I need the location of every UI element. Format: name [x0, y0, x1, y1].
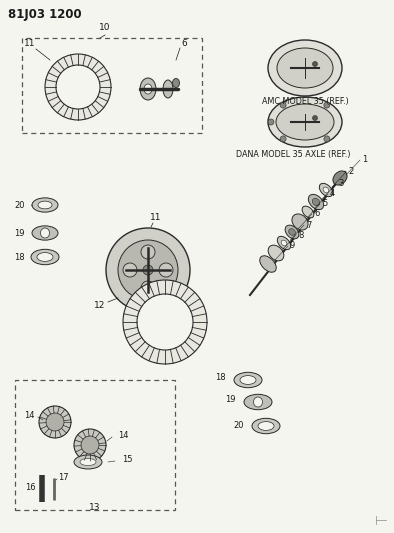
Text: 11: 11: [24, 39, 36, 49]
Ellipse shape: [38, 201, 52, 209]
Circle shape: [141, 245, 155, 259]
Ellipse shape: [268, 245, 284, 261]
Circle shape: [141, 281, 155, 295]
Circle shape: [312, 61, 318, 67]
Ellipse shape: [252, 418, 280, 434]
Ellipse shape: [74, 455, 102, 469]
Circle shape: [159, 263, 173, 277]
Ellipse shape: [285, 225, 299, 239]
Circle shape: [39, 406, 71, 438]
Ellipse shape: [173, 78, 180, 87]
Text: 9: 9: [290, 241, 295, 251]
Text: 20: 20: [15, 200, 25, 209]
Bar: [15, 380, 175, 510]
Ellipse shape: [319, 183, 333, 197]
Text: 16: 16: [25, 483, 36, 492]
Text: 8: 8: [298, 230, 303, 239]
Ellipse shape: [323, 187, 329, 193]
Text: 18: 18: [14, 253, 25, 262]
Text: AMC MODEL 35 (REF.): AMC MODEL 35 (REF.): [262, 97, 348, 106]
Ellipse shape: [302, 206, 314, 218]
Text: 5: 5: [322, 199, 327, 208]
Ellipse shape: [163, 80, 173, 98]
Ellipse shape: [144, 84, 152, 94]
Ellipse shape: [281, 240, 287, 246]
Ellipse shape: [268, 97, 342, 147]
Circle shape: [46, 413, 64, 431]
Text: 3: 3: [338, 180, 344, 189]
Circle shape: [56, 65, 100, 109]
Ellipse shape: [277, 48, 333, 88]
Ellipse shape: [37, 253, 53, 261]
Text: 19: 19: [225, 395, 236, 405]
Text: 10: 10: [99, 23, 111, 32]
Ellipse shape: [258, 422, 274, 431]
Ellipse shape: [234, 372, 262, 387]
Circle shape: [280, 136, 286, 142]
Text: 18: 18: [216, 374, 226, 383]
Bar: [22, 38, 202, 133]
Circle shape: [81, 436, 99, 454]
Ellipse shape: [32, 198, 58, 212]
Ellipse shape: [292, 214, 308, 230]
Ellipse shape: [253, 397, 262, 407]
Text: 19: 19: [15, 229, 25, 238]
Text: 11: 11: [150, 214, 162, 222]
Ellipse shape: [244, 394, 272, 410]
Ellipse shape: [277, 236, 291, 249]
Text: 6: 6: [181, 39, 187, 49]
Ellipse shape: [289, 229, 296, 236]
Circle shape: [268, 119, 274, 125]
Ellipse shape: [260, 256, 276, 272]
Ellipse shape: [41, 228, 50, 238]
Text: 13: 13: [89, 503, 101, 512]
Circle shape: [45, 54, 111, 120]
Ellipse shape: [309, 195, 323, 209]
Text: 81J03 1200: 81J03 1200: [8, 8, 82, 21]
Text: 14: 14: [24, 410, 35, 419]
Ellipse shape: [32, 226, 58, 240]
Ellipse shape: [268, 40, 342, 96]
Circle shape: [137, 294, 193, 350]
Ellipse shape: [333, 171, 347, 185]
Text: 7: 7: [306, 221, 311, 230]
Text: 20: 20: [234, 422, 244, 431]
Text: DANA MODEL 35 AXLE (REF.): DANA MODEL 35 AXLE (REF.): [236, 150, 350, 159]
Text: 15: 15: [122, 456, 132, 464]
Text: 17: 17: [58, 473, 69, 482]
Text: 1: 1: [362, 156, 367, 165]
Text: 14: 14: [118, 431, 128, 440]
Circle shape: [123, 280, 207, 364]
Circle shape: [118, 240, 178, 300]
Circle shape: [143, 265, 153, 275]
Text: 6: 6: [314, 209, 320, 219]
Text: 12: 12: [94, 301, 106, 310]
Circle shape: [74, 429, 106, 461]
Ellipse shape: [240, 376, 256, 384]
Ellipse shape: [140, 78, 156, 100]
Circle shape: [324, 102, 330, 108]
Circle shape: [123, 263, 137, 277]
Ellipse shape: [31, 249, 59, 265]
Circle shape: [312, 116, 318, 120]
Text: 2: 2: [348, 167, 353, 176]
Ellipse shape: [312, 198, 320, 206]
Ellipse shape: [80, 458, 96, 465]
Text: 4: 4: [330, 190, 335, 198]
Circle shape: [280, 102, 286, 108]
Circle shape: [324, 136, 330, 142]
Circle shape: [106, 228, 190, 312]
Ellipse shape: [276, 104, 334, 140]
